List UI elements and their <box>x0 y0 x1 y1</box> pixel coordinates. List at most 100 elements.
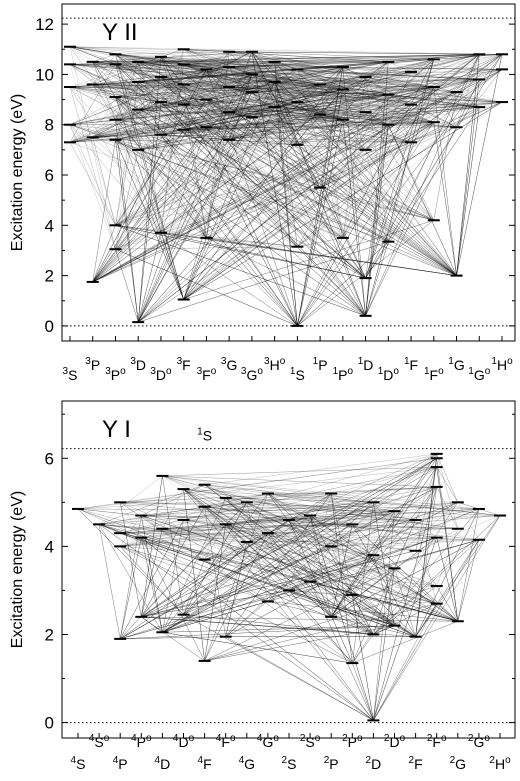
transition-line <box>365 111 434 123</box>
transition-line <box>352 524 458 622</box>
transition-line <box>274 81 366 279</box>
transition-line <box>115 91 457 120</box>
transition-line <box>92 61 162 135</box>
transition-line <box>388 142 412 242</box>
transition-line <box>115 96 298 247</box>
transition-line <box>69 64 116 98</box>
transition-line <box>115 119 298 327</box>
term-label: 4Do <box>173 733 195 750</box>
transition-line <box>246 502 437 604</box>
transition-line <box>288 519 395 626</box>
transition-line <box>274 106 298 145</box>
transition-line <box>394 568 458 622</box>
transition-line <box>183 121 434 130</box>
transition-line <box>436 585 458 622</box>
transition-line <box>267 493 332 547</box>
transition-line <box>457 508 480 622</box>
transition-line <box>288 510 395 521</box>
transition-line <box>69 106 275 143</box>
transition-line <box>206 187 321 239</box>
transition-line <box>92 54 480 85</box>
transition-line <box>352 519 416 664</box>
transition-line <box>246 502 269 602</box>
transition-line <box>365 241 389 316</box>
transition-line <box>183 49 275 83</box>
transition-line <box>69 76 162 125</box>
transition-line <box>69 46 252 75</box>
transition-line <box>388 71 412 125</box>
transition-line <box>160 101 366 279</box>
transition-line <box>138 51 253 323</box>
transition-line <box>92 84 480 108</box>
term-label: 2F <box>409 755 423 772</box>
transition-line <box>225 497 290 521</box>
transition-line <box>120 524 226 640</box>
transition-line <box>229 51 434 88</box>
transition-line <box>229 54 503 141</box>
transition-line <box>69 61 275 143</box>
transition-line <box>115 64 298 146</box>
transition-line <box>183 614 374 635</box>
transition-line <box>251 114 321 118</box>
transition-line <box>115 114 321 226</box>
transition-line <box>77 508 142 516</box>
transition-line <box>274 61 298 326</box>
transition-line <box>115 54 298 103</box>
transition-line <box>138 109 434 123</box>
transition-line <box>138 89 344 323</box>
transition-line <box>267 493 374 635</box>
term-label: 2So <box>300 733 321 750</box>
transition-line <box>388 104 412 125</box>
transition-line <box>229 86 434 141</box>
term-label: 3Fo <box>197 366 217 383</box>
transition-line <box>365 54 503 151</box>
transition-line <box>138 54 480 323</box>
transition-line <box>160 64 184 233</box>
transition-line <box>229 59 434 141</box>
transition-line <box>352 594 458 622</box>
transition-line <box>160 76 457 276</box>
transition-line <box>352 594 374 635</box>
transition-line <box>69 86 116 250</box>
transition-line <box>138 119 343 151</box>
transition-line <box>183 64 275 108</box>
transition-line <box>138 76 162 110</box>
transition-line <box>342 66 412 105</box>
transition-line <box>138 81 434 123</box>
transition-line <box>92 54 116 85</box>
transition-line <box>274 61 366 78</box>
transition-line <box>183 488 416 521</box>
term-label: 3Po <box>105 366 126 383</box>
transition-line <box>115 54 366 113</box>
y-tick-label: 8 <box>45 116 54 135</box>
transition-line <box>69 64 503 70</box>
transition-line <box>119 537 142 639</box>
transition-line <box>251 51 457 276</box>
transition-line <box>183 104 434 221</box>
transition-line <box>99 524 374 556</box>
transition-line <box>436 466 458 503</box>
transition-line <box>365 59 434 151</box>
transition-line <box>115 139 298 327</box>
transition-line <box>160 76 230 113</box>
transition-line <box>297 69 480 80</box>
transition-line <box>92 119 116 138</box>
transition-line <box>183 488 374 721</box>
transition-line <box>183 51 252 65</box>
transition-line <box>160 134 230 141</box>
transition-line <box>160 76 184 105</box>
transition-line <box>69 46 207 70</box>
transition-line <box>98 524 121 639</box>
transition-line <box>229 139 434 221</box>
transition-line <box>365 124 389 316</box>
transition-line <box>228 74 253 113</box>
transition-line <box>141 506 205 617</box>
transition-line <box>183 64 389 125</box>
transition-line <box>373 537 437 721</box>
transition-line <box>204 625 395 662</box>
transition-line <box>204 484 395 569</box>
transition-line <box>69 46 161 58</box>
transition-line <box>160 56 412 143</box>
transition-line <box>204 484 479 540</box>
transition-line <box>225 524 332 547</box>
